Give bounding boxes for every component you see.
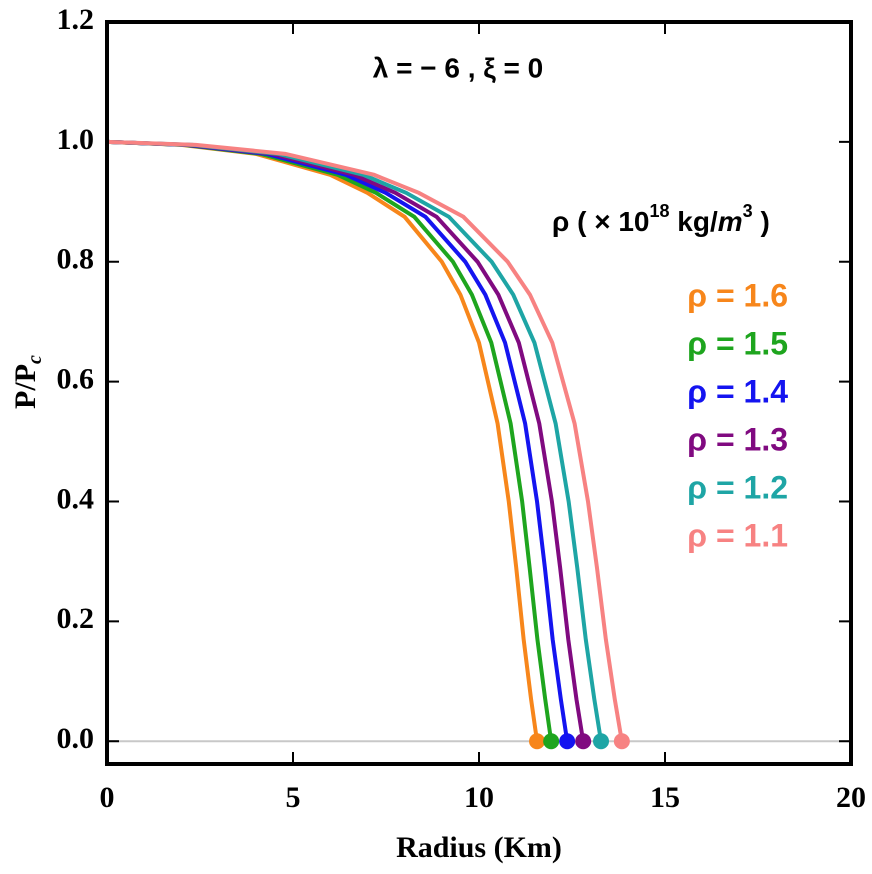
end-marker (559, 733, 576, 750)
legend-title-sup: 3 (743, 201, 753, 221)
plot-frame (105, 20, 853, 766)
end-marker (529, 733, 546, 750)
legend-entry: ρ = 1.4 (687, 373, 788, 409)
y-tick-label: 0.0 (57, 722, 95, 755)
legend-title-part: kg/ (670, 206, 718, 237)
y-tick-label: 1.0 (57, 123, 95, 156)
y-tick-label: 0.2 (57, 602, 95, 635)
legend-entry: ρ = 1.6 (687, 277, 788, 313)
x-axis-label: Radius (Km) (396, 831, 562, 864)
y-tick-label: 0.4 (57, 482, 95, 515)
y-tick-label: 0.8 (57, 243, 95, 276)
end-marker (575, 733, 592, 750)
series-line (106, 139, 554, 742)
end-marker (543, 733, 560, 750)
end-marker (593, 733, 610, 750)
legend-title: ρ ( × 1018 kg/m3 ) (552, 201, 770, 238)
series-line (106, 139, 624, 742)
legend-entry: ρ = 1.1 (687, 517, 788, 553)
y-label-sub: c (24, 355, 46, 364)
x-tick-label: 5 (286, 781, 301, 814)
x-tick-label: 10 (464, 781, 494, 814)
legend-title-part: ρ ( × 10 (552, 206, 649, 237)
legend-title-sup: 18 (649, 201, 669, 221)
legend-title-part: m (718, 206, 743, 237)
legend-entry: ρ = 1.2 (687, 469, 788, 505)
legend-entry: ρ = 1.3 (687, 421, 788, 457)
x-tick-label: 15 (650, 781, 680, 814)
y-label-main: P/P (9, 364, 42, 409)
legend-title-part: ) (753, 206, 770, 237)
x-tick-label: 0 (100, 781, 115, 814)
series-line (106, 139, 540, 742)
y-tick-label: 0.6 (57, 363, 95, 396)
legend-entry: ρ = 1.5 (687, 325, 788, 361)
end-marker (613, 733, 630, 750)
y-tick-label: 1.2 (57, 3, 95, 36)
x-tick-label: 20 (836, 781, 866, 814)
chart-title: λ = − 6 , ξ = 0 (373, 52, 543, 83)
series-line (106, 139, 570, 742)
y-axis-label: P/Pc (9, 355, 46, 409)
